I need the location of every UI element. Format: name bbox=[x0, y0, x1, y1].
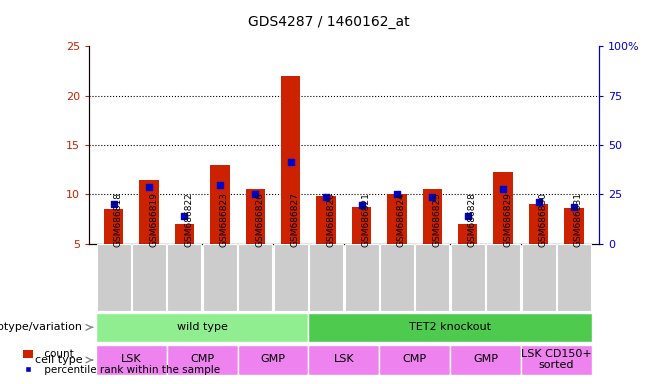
Point bbox=[143, 184, 154, 190]
Text: GSM686829: GSM686829 bbox=[503, 192, 512, 247]
Point bbox=[286, 159, 296, 165]
Bar bbox=[415, 244, 449, 311]
Point bbox=[179, 213, 190, 219]
Bar bbox=[352, 207, 371, 244]
Text: GSM686822: GSM686822 bbox=[184, 192, 193, 247]
Bar bbox=[565, 208, 584, 244]
Bar bbox=[494, 172, 513, 244]
Bar bbox=[450, 345, 521, 375]
Bar bbox=[522, 244, 555, 311]
Point bbox=[534, 199, 544, 205]
Point bbox=[427, 194, 438, 200]
Bar bbox=[245, 189, 265, 244]
Text: GDS4287 / 1460162_at: GDS4287 / 1460162_at bbox=[248, 15, 410, 29]
Bar bbox=[486, 244, 520, 311]
Text: LSK CD150+
sorted: LSK CD150+ sorted bbox=[521, 349, 592, 370]
Bar bbox=[521, 345, 592, 375]
Bar bbox=[238, 244, 272, 311]
Bar bbox=[132, 244, 166, 311]
Point bbox=[250, 191, 261, 197]
Bar bbox=[345, 244, 378, 311]
Bar bbox=[210, 165, 230, 244]
Bar bbox=[274, 244, 308, 311]
Text: GMP: GMP bbox=[261, 354, 286, 364]
Text: TET2 knockout: TET2 knockout bbox=[409, 322, 491, 332]
Bar bbox=[96, 345, 166, 375]
Bar bbox=[139, 180, 159, 244]
Text: GSM686820: GSM686820 bbox=[326, 192, 335, 247]
Text: GSM686831: GSM686831 bbox=[574, 192, 583, 247]
Point bbox=[392, 191, 402, 197]
Bar bbox=[167, 244, 201, 311]
Text: cell type: cell type bbox=[35, 355, 82, 365]
Text: GSM686825: GSM686825 bbox=[432, 192, 442, 247]
Text: LSK: LSK bbox=[334, 354, 354, 364]
Text: GSM686827: GSM686827 bbox=[291, 192, 299, 247]
Bar bbox=[166, 345, 238, 375]
Point bbox=[569, 204, 579, 210]
Text: LSK: LSK bbox=[121, 354, 141, 364]
Point bbox=[215, 182, 225, 188]
Bar bbox=[175, 224, 194, 244]
Bar bbox=[451, 244, 485, 311]
Bar bbox=[458, 224, 478, 244]
Bar bbox=[379, 345, 450, 375]
Text: CMP: CMP bbox=[403, 354, 426, 364]
Bar bbox=[380, 244, 414, 311]
Bar bbox=[104, 209, 123, 244]
Text: GSM686818: GSM686818 bbox=[114, 192, 122, 247]
Bar bbox=[281, 76, 301, 244]
Bar bbox=[529, 204, 548, 244]
Bar bbox=[387, 194, 407, 244]
Text: GSM686830: GSM686830 bbox=[539, 192, 547, 247]
Bar bbox=[203, 244, 237, 311]
Text: wild type: wild type bbox=[177, 322, 228, 332]
Point bbox=[463, 213, 473, 219]
Bar bbox=[309, 244, 343, 311]
Bar bbox=[238, 345, 309, 375]
Text: GSM686819: GSM686819 bbox=[149, 192, 158, 247]
Bar bbox=[316, 196, 336, 244]
Text: GSM686828: GSM686828 bbox=[468, 192, 477, 247]
Text: genotype/variation: genotype/variation bbox=[0, 322, 82, 333]
Bar bbox=[422, 189, 442, 244]
Bar bbox=[557, 244, 591, 311]
Text: CMP: CMP bbox=[190, 354, 215, 364]
Bar bbox=[96, 313, 309, 342]
Bar bbox=[309, 345, 379, 375]
Point bbox=[321, 194, 332, 200]
Text: GSM686824: GSM686824 bbox=[397, 192, 406, 247]
Point bbox=[109, 201, 119, 207]
Bar bbox=[97, 244, 131, 311]
Point bbox=[356, 202, 367, 209]
Text: GSM686823: GSM686823 bbox=[220, 192, 229, 247]
Point bbox=[498, 186, 509, 192]
Legend:  count,  percentile rank within the sample: count, percentile rank within the sample bbox=[18, 345, 224, 379]
Text: GMP: GMP bbox=[473, 354, 498, 364]
Text: GSM686826: GSM686826 bbox=[255, 192, 265, 247]
Bar bbox=[309, 313, 592, 342]
Text: GSM686821: GSM686821 bbox=[361, 192, 370, 247]
